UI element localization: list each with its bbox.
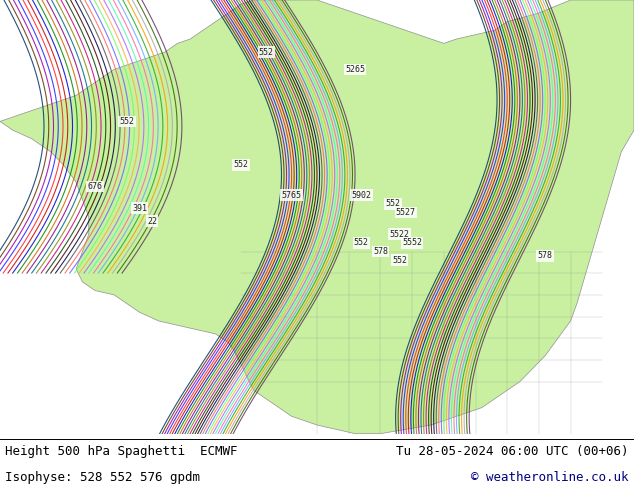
- Text: 5265: 5265: [345, 65, 365, 74]
- Text: 5902: 5902: [351, 191, 372, 199]
- Text: Tu 28-05-2024 06:00 UTC (00+06): Tu 28-05-2024 06:00 UTC (00+06): [396, 445, 629, 458]
- Text: 5527: 5527: [396, 208, 416, 217]
- Text: 5765: 5765: [281, 191, 302, 199]
- Text: 578: 578: [373, 247, 388, 256]
- Text: 578: 578: [538, 251, 553, 260]
- Text: 552: 552: [354, 238, 369, 247]
- Text: 5522: 5522: [389, 230, 410, 239]
- Text: 552: 552: [233, 160, 249, 169]
- Text: 676: 676: [87, 182, 103, 191]
- Text: 552: 552: [119, 117, 134, 126]
- Text: Isophyse: 528 552 576 gpdm: Isophyse: 528 552 576 gpdm: [5, 471, 200, 484]
- Text: 5552: 5552: [402, 238, 422, 247]
- Text: 552: 552: [259, 48, 274, 56]
- Text: Height 500 hPa Spaghetti  ECMWF: Height 500 hPa Spaghetti ECMWF: [5, 445, 238, 458]
- Polygon shape: [0, 0, 634, 434]
- Text: 391: 391: [132, 204, 147, 213]
- Text: 552: 552: [392, 256, 407, 265]
- Text: 552: 552: [385, 199, 401, 208]
- Text: 22: 22: [147, 217, 157, 226]
- Text: © weatheronline.co.uk: © weatheronline.co.uk: [472, 471, 629, 484]
